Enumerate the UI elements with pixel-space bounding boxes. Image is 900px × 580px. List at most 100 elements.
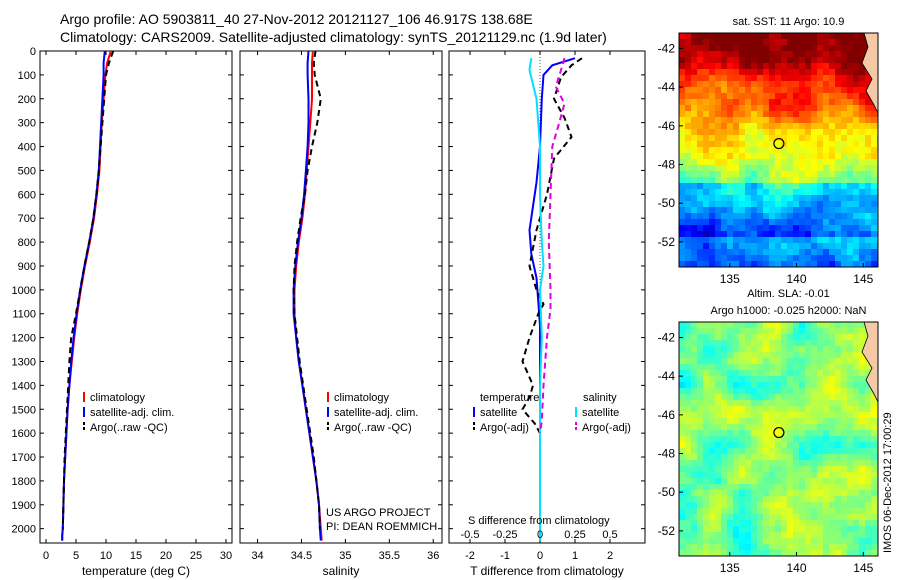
salinity-xtick-label: 34: [251, 550, 263, 562]
temperature-axes-box: [39, 50, 233, 544]
sla_map-lat-label: -42: [658, 330, 676, 344]
temperature-xtick-label: 20: [160, 550, 172, 562]
salinity-diff-tick-label: 0.5: [602, 529, 617, 541]
sla_map-argo-position-marker: [773, 426, 785, 439]
salinity-xtick-label: 34.5: [291, 550, 312, 562]
temperature-legend-label: satellite-adj. clim.: [90, 407, 174, 419]
sst_map-lat-label: -50: [658, 196, 676, 210]
salinity-panel: 34 34.5 35 35.5 36 salinity climatology satelli…: [239, 50, 443, 578]
depth-tick-label: 800: [18, 237, 36, 249]
salinity-axes-box: [239, 50, 443, 544]
sst_map-lat-label: -48: [658, 158, 676, 172]
sst_map-title: sat. SST: 11 Argo: 10.9: [733, 16, 845, 28]
sst_map-lon-label: 140: [787, 272, 807, 286]
salinity-diff-tick-label: 0.25: [564, 529, 585, 541]
salinity-xlabel: salinity: [323, 564, 360, 578]
depth-tick-label: 700: [18, 213, 36, 225]
temperature-series-argo-raw-qc-: [61, 51, 115, 529]
depth-tick-label: 900: [18, 261, 36, 273]
depth-tick-label: 400: [18, 142, 36, 154]
temperature-xtick-label: 5: [73, 550, 79, 562]
depth-tick-label: 1600: [12, 428, 36, 440]
difference-xtick-label: -2: [465, 550, 475, 562]
temperature-xtick-label: 30: [220, 550, 232, 562]
sst_map: 135 140 145 -42 -44 -46 -48 -50 -52 sat. SST: 11 …: [658, 16, 879, 286]
sst_map-frame: [678, 32, 879, 268]
sla_map-subtitle: Argo h1000: -0.025 h2000: NaN: [711, 305, 867, 317]
sla_map-land: [861, 322, 878, 403]
difference-legend-s-label: Argo(-adj): [582, 422, 631, 434]
depth-tick-label: 300: [18, 118, 36, 130]
sst_map-argo-position-marker: [773, 137, 785, 150]
temperature-panel: 0100200300400500600700800900100011001200…: [12, 46, 233, 578]
salinity-xtick-label: 35.5: [379, 550, 400, 562]
salinity-series-argo-raw-qc-: [292, 51, 322, 529]
pi-label: PI: DEAN ROEMMICH: [326, 521, 437, 533]
depth-tick-label: 1200: [12, 333, 36, 345]
difference-legend-t-label: Argo(-adj): [480, 422, 529, 434]
salinity-diff-axis-label: S difference from climatology: [468, 515, 610, 527]
sla_map-lon-label: 135: [720, 561, 740, 575]
difference-series-s-argo-adj-: [539, 57, 566, 434]
sla_map-lat-label: -44: [658, 369, 676, 383]
difference-xtick-label: 0: [537, 550, 543, 562]
depth-tick-label: 1800: [12, 476, 36, 488]
difference-xtick-label: -1: [500, 550, 510, 562]
sst_map-lat-label: -52: [658, 235, 676, 249]
depth-tick-label: 600: [18, 189, 36, 201]
legend-header-temperature: temperature: [480, 392, 539, 404]
project-label: US ARGO PROJECT: [326, 507, 431, 519]
sla_map-lat-label: -46: [658, 408, 676, 422]
sst_map-lat-label: -44: [658, 80, 676, 94]
depth-tick-label: 500: [18, 165, 36, 177]
temperature-xtick-label: 10: [100, 550, 112, 562]
temperature-legend-label: Argo(..raw -QC): [90, 422, 168, 434]
depth-tick-label: 1000: [12, 285, 36, 297]
depth-tick-label: 0: [30, 46, 36, 58]
depth-tick-label: 1100: [12, 309, 36, 321]
legend-header-salinity: salinity: [583, 392, 617, 404]
sla_map-lon-label: 140: [787, 561, 807, 575]
salinity-legend-label: climatology: [334, 392, 390, 404]
depth-tick-label: 1400: [12, 380, 36, 392]
difference-xlabel: T difference from climatology: [470, 564, 624, 578]
sst_map-lon-label: 135: [720, 272, 740, 286]
temperature-xtick-label: 0: [43, 550, 49, 562]
sst_map-lon-label: 145: [853, 272, 873, 286]
sla_map-lat-label: -52: [658, 524, 676, 538]
depth-tick-label: 2000: [12, 524, 36, 536]
sst_map-lat-label: -46: [658, 119, 676, 133]
difference-xtick-label: 1: [572, 550, 578, 562]
sla_map-cells: [679, 322, 878, 556]
salinity-diff-tick-label: -0.25: [492, 529, 517, 541]
sla_map: 135 140 145 -42 -44 -46 -48 -50 -52 Altim. SLA: -…: [658, 288, 879, 575]
sst_map-land: [861, 33, 878, 114]
difference-legend-t-label: satellite: [480, 407, 517, 419]
temperature-xtick-label: 25: [190, 550, 202, 562]
difference-axes-box: [448, 50, 646, 544]
salinity-xtick-label: 35: [339, 550, 351, 562]
depth-tick-label: 1900: [12, 500, 36, 512]
depth-tick-label: 1500: [12, 404, 36, 416]
header-line-1: Argo profile: AO 5903811_40 27-Nov-2012 …: [60, 11, 533, 27]
sla_map-lon-label: 145: [853, 561, 873, 575]
sla_map-frame: [678, 321, 879, 557]
salinity-legend-label: satellite-adj. clim.: [334, 407, 418, 419]
difference-panel: -2 -1 0 1 2 T difference from climatology -0.5…: [448, 50, 646, 578]
difference-xtick-label: 2: [607, 550, 613, 562]
temperature-xlabel: temperature (deg C): [82, 564, 190, 578]
salinity-legend-label: Argo(..raw -QC): [334, 422, 412, 434]
sst_map-cells: [679, 33, 878, 267]
sst_map-lat-label: -42: [658, 41, 676, 55]
salinity-diff-tick-label: 0: [537, 529, 543, 541]
salinity-xtick-label: 36: [427, 550, 439, 562]
depth-tick-label: 100: [18, 70, 36, 82]
depth-tick-label: 200: [18, 94, 36, 106]
header-line-2: Climatology: CARS2009. Satellite-adjuste…: [60, 29, 607, 45]
sla_map-lat-label: -50: [658, 485, 676, 499]
imos-timestamp: IMOS 06-Dec-2012 17:00:29: [882, 412, 894, 553]
temperature-xtick-label: 15: [130, 550, 142, 562]
sla_map-title: Altim. SLA: -0.01: [747, 288, 830, 300]
depth-tick-label: 1700: [12, 452, 36, 464]
